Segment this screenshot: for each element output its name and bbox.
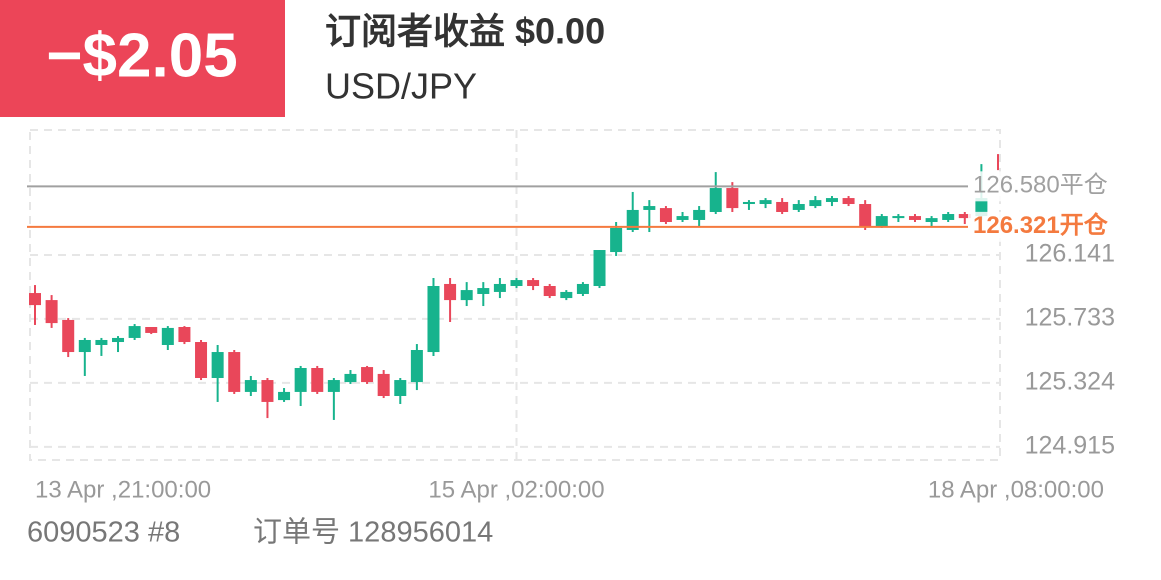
candle-body (95, 339, 108, 345)
candle-body (45, 300, 58, 324)
candle-body (410, 350, 423, 383)
candle-body (261, 380, 274, 402)
symbol: USD/JPY (325, 66, 477, 107)
candle-body (228, 352, 241, 392)
candle-body (576, 283, 589, 294)
candle-body (460, 290, 473, 301)
candle-body (875, 216, 888, 227)
candle-body (145, 326, 158, 333)
candle-body (377, 373, 390, 397)
candle-body (211, 352, 224, 379)
candle-body (908, 216, 921, 220)
candle-body (643, 206, 656, 210)
candle-body (294, 367, 307, 392)
open-price-label-bg (968, 211, 1123, 242)
candle-body (925, 218, 938, 223)
candle-body (78, 339, 91, 353)
pnl-badge (0, 0, 285, 117)
candle-body (444, 283, 457, 301)
candle-body (195, 342, 208, 379)
candle-body (859, 204, 872, 227)
candle-body (942, 214, 955, 220)
title: 订阅者收益 $0.00 (325, 11, 605, 52)
candle-body (610, 227, 623, 253)
y-tick-label: 124.915 (1025, 431, 1115, 459)
candle-body (560, 291, 573, 299)
candle-body (112, 337, 125, 343)
candle-body (593, 250, 606, 287)
candle-body (997, 155, 999, 171)
y-tick-label: 125.733 (1025, 303, 1115, 331)
candle-body (759, 200, 772, 205)
candle-body (327, 380, 340, 392)
candle-body (477, 288, 490, 294)
candle-body (493, 283, 506, 292)
candle-body (742, 201, 755, 205)
open-price-label: 126.321开仓 (973, 211, 1109, 239)
candle-body (825, 198, 838, 202)
candle-body (278, 391, 291, 401)
candle-body (659, 208, 672, 223)
close-price-label-bg (968, 171, 1123, 202)
candle-body (361, 367, 374, 383)
y-tick-label: 126.141 (1025, 240, 1115, 268)
x-tick-label: 13 Apr ,21:00:00 (35, 476, 211, 503)
order-number: 订单号 128956014 (253, 516, 493, 549)
candle-body (394, 380, 407, 397)
candle-body (676, 216, 689, 220)
y-tick-label: 125.324 (1025, 367, 1115, 395)
candle-body (311, 367, 324, 392)
candle-body (975, 198, 988, 217)
candle-body (128, 326, 141, 338)
candle-body (344, 373, 357, 383)
candle-body (527, 280, 540, 287)
chart: 124.915 125.324 125.733 126.141 13 Apr ,21:0… (27, 129, 1123, 503)
candle-body (693, 209, 706, 220)
candle-body (29, 293, 41, 306)
candle-body (776, 201, 789, 212)
candle-body (792, 204, 805, 210)
pnl-value: −$2.05 (46, 21, 237, 90)
candle-body (427, 286, 440, 353)
candle-body (543, 286, 556, 297)
x-tick-label: 18 Apr ,08:00:00 (928, 476, 1104, 503)
candle-body (626, 209, 639, 230)
candle-body (510, 280, 523, 287)
candle-body (178, 326, 191, 343)
candle-body (726, 188, 739, 209)
candle-body (892, 216, 905, 219)
plot-border (29, 129, 1001, 461)
candle-body (244, 380, 257, 392)
account: 6090523 #8 (27, 517, 180, 549)
candle-body (842, 198, 855, 205)
candle-body (709, 188, 722, 212)
candle-body (958, 214, 971, 219)
close-price-label: 126.580平仓 (973, 172, 1108, 199)
candle-body (809, 200, 822, 207)
candle-body (62, 319, 75, 353)
candle-body (161, 327, 174, 345)
x-tick-label: 15 Apr ,02:00:00 (428, 476, 604, 503)
